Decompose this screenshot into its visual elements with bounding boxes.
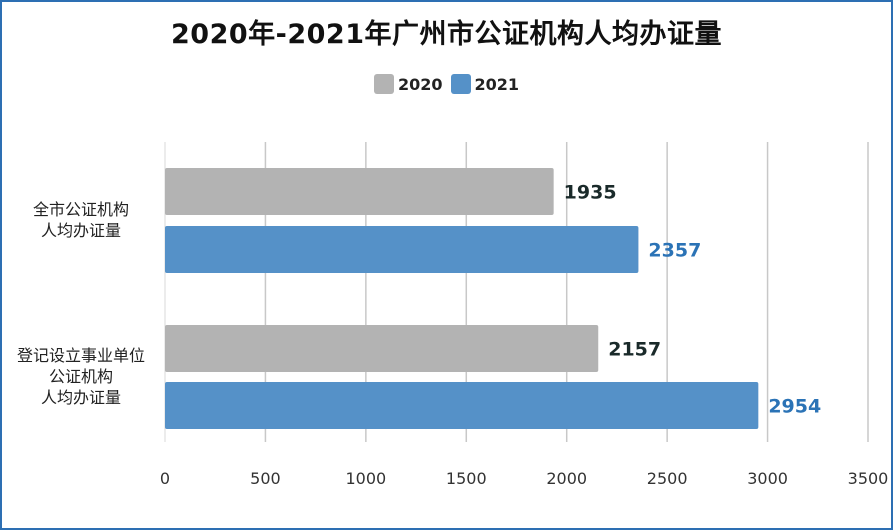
x-tick-label: 3500 (848, 469, 889, 488)
bar-2021 (165, 382, 759, 429)
data-label: 2357 (648, 240, 701, 262)
category-label-line: 人均办证量 (40, 387, 121, 407)
bar-2021 (165, 226, 639, 273)
category-label: 全市公证机构 人均办证量 (2, 199, 160, 241)
chart-title: 2020年-2021年广州市公证机构人均办证量 (171, 19, 722, 50)
bar-2020 (165, 168, 554, 215)
data-label: 2954 (768, 396, 821, 418)
category-label-line: 全市公证机构 (32, 200, 129, 219)
category-label: 登记设立事业单位 公证机构 人均办证量 (2, 345, 160, 408)
legend-item-2021: 2021 (450, 74, 520, 94)
x-tick-label: 1000 (345, 469, 386, 488)
legend-swatch-2020 (373, 74, 394, 94)
category-label-line: 登记设立事业单位 (16, 345, 145, 365)
x-tick-label: 2500 (647, 469, 688, 488)
data-label: 1935 (564, 182, 617, 204)
legend-swatch-2021 (450, 74, 471, 94)
x-tick-label: 1500 (446, 469, 487, 488)
x-tick-label: 0 (160, 469, 170, 488)
x-tick-label: 2000 (546, 469, 587, 488)
data-label: 2157 (608, 339, 661, 361)
legend-label-2020: 2020 (397, 74, 443, 94)
legend: 2020 2021 (0, 74, 893, 94)
category-label-line: 公证机构 (48, 366, 113, 386)
bar-2020 (165, 325, 599, 372)
legend-item-2020: 2020 (373, 74, 443, 94)
category-label-line: 人均办证量 (40, 221, 121, 240)
x-tick-label: 3000 (747, 469, 788, 488)
x-tick-label: 500 (250, 469, 281, 488)
legend-label-2021: 2021 (474, 74, 520, 94)
